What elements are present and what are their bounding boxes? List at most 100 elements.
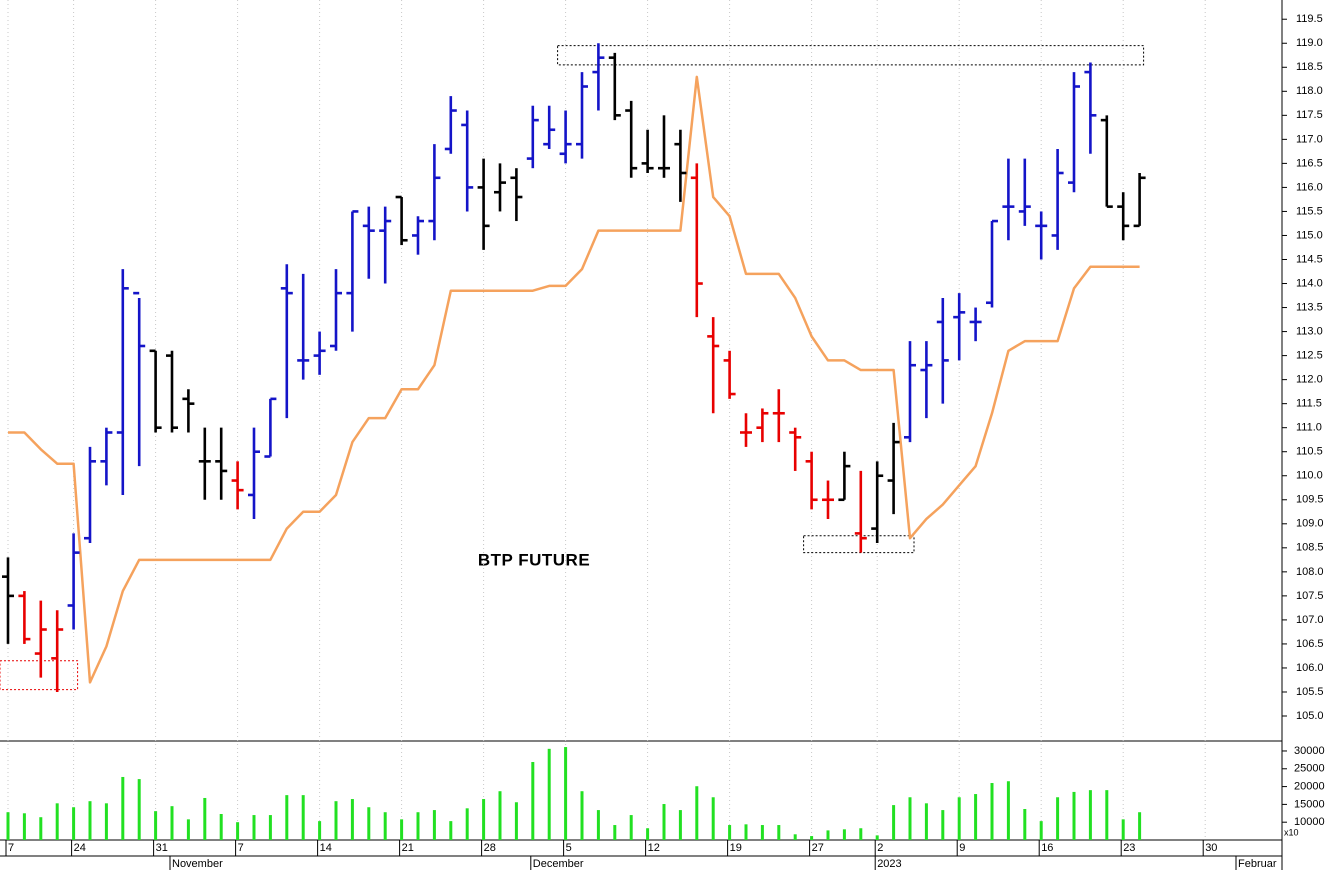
volume-bar [6, 812, 10, 840]
volume-bar [104, 803, 108, 840]
volume-bar [777, 825, 781, 840]
y-tick-label: 114.5 [1296, 253, 1323, 265]
y-tick-label: 108.5 [1296, 542, 1324, 554]
y-tick-label: 114.0 [1296, 277, 1323, 289]
volume-bar [760, 825, 764, 840]
x-tick-label: 21 [402, 842, 414, 854]
y-tick-label: 117.0 [1296, 133, 1323, 145]
y-tick-label: 113.0 [1296, 325, 1323, 337]
volume-y-tick-label: 10000 [1294, 816, 1325, 828]
chart-title: BTP FUTURE [478, 550, 590, 569]
y-tick-label: 107.5 [1296, 590, 1324, 602]
volume-bar [219, 814, 223, 840]
y-tick-label: 115.5 [1296, 205, 1323, 217]
volume-y-tick-label: 25000 [1294, 763, 1325, 775]
volume-bar [22, 813, 26, 840]
volume-bar [859, 828, 863, 840]
volume-bar [908, 797, 912, 840]
x-tick-label: 7 [8, 842, 14, 854]
x-tick-label: 28 [484, 842, 496, 854]
y-tick-label: 112.5 [1296, 350, 1323, 362]
volume-bar [252, 815, 256, 840]
volume-bar [1056, 797, 1060, 840]
x-tick-label: 12 [648, 842, 660, 854]
y-tick-label: 105.0 [1296, 710, 1324, 722]
volume-y-tick-label: 20000 [1294, 780, 1325, 792]
x-tick-label: 31 [156, 842, 168, 854]
volume-bar [678, 810, 682, 840]
volume-bar [514, 802, 518, 840]
x-tick-label: 2 [877, 842, 883, 854]
volume-bar [1088, 790, 1092, 840]
volume-y-tick-label: 15000 [1294, 798, 1325, 810]
volume-bar [728, 825, 732, 840]
volume-bar [892, 805, 896, 840]
volume-bar [695, 786, 699, 840]
volume-bar [285, 795, 289, 840]
x-tick-label: 7 [238, 842, 244, 854]
month-label: November [172, 858, 223, 870]
volume-bar [432, 810, 436, 840]
x-tick-label: 19 [730, 842, 742, 854]
y-tick-label: 116.0 [1296, 181, 1323, 193]
volume-bar [137, 779, 141, 840]
volume-bar [1072, 791, 1076, 840]
x-tick-label: 9 [959, 842, 965, 854]
volume-bar [72, 807, 76, 840]
volume-bar [1039, 821, 1043, 840]
volume-bar [367, 807, 371, 840]
volume-bar [564, 747, 568, 840]
volume-bar [449, 821, 453, 840]
y-tick-label: 105.5 [1296, 686, 1324, 698]
y-tick-label: 110.0 [1296, 470, 1323, 482]
volume-bar [810, 836, 814, 840]
y-tick-label: 109.0 [1296, 518, 1324, 530]
volume-bar [1138, 812, 1142, 840]
y-tick-label: 109.5 [1296, 494, 1324, 506]
volume-bar [744, 824, 748, 840]
y-tick-label: 118.5 [1296, 61, 1323, 73]
y-tick-label: 110.5 [1296, 446, 1323, 458]
x-tick-label: 5 [566, 842, 572, 854]
volume-bar [793, 834, 797, 840]
annotation-box [557, 45, 1145, 66]
volume-bar [1023, 809, 1027, 840]
volume-bar [990, 783, 994, 840]
x-tick-label: 14 [320, 842, 332, 854]
y-tick-label: 107.0 [1296, 614, 1324, 626]
volume-bar [1006, 781, 1010, 840]
volume-bar [121, 776, 125, 840]
volume-bar [39, 817, 43, 840]
month-label: December [533, 858, 584, 870]
volume-bar [383, 812, 387, 840]
volume-bar [170, 806, 174, 840]
x-tick-label: 16 [1041, 842, 1053, 854]
volume-bar [842, 829, 846, 840]
y-tick-label: 111.0 [1296, 422, 1322, 434]
volume-bar [268, 815, 272, 840]
volume-bar [662, 804, 666, 840]
volume-bar [826, 830, 830, 840]
x-tick-label: 24 [74, 842, 86, 854]
x-tick-label: 27 [812, 842, 824, 854]
volume-bar [875, 835, 879, 840]
volume-axis-label: x10 [1284, 827, 1299, 837]
x-tick-label: 23 [1123, 842, 1135, 854]
volume-bar [957, 797, 961, 840]
y-tick-label: 116.5 [1296, 157, 1323, 169]
volume-bar [350, 799, 354, 840]
volume-bar [596, 810, 600, 840]
volume-bar [531, 762, 535, 840]
month-label: 2023 [877, 858, 901, 870]
volume-bar [498, 791, 502, 840]
y-tick-label: 113.5 [1296, 301, 1323, 313]
volume-bar [711, 797, 715, 840]
volume-bar [646, 828, 650, 840]
y-tick-label: 115.0 [1296, 229, 1323, 241]
y-tick-label: 117.5 [1296, 109, 1323, 121]
volume-bar [465, 808, 469, 840]
volume-bar [629, 815, 633, 840]
volume-bar [334, 801, 338, 840]
y-tick-label: 119.5 [1296, 13, 1323, 25]
